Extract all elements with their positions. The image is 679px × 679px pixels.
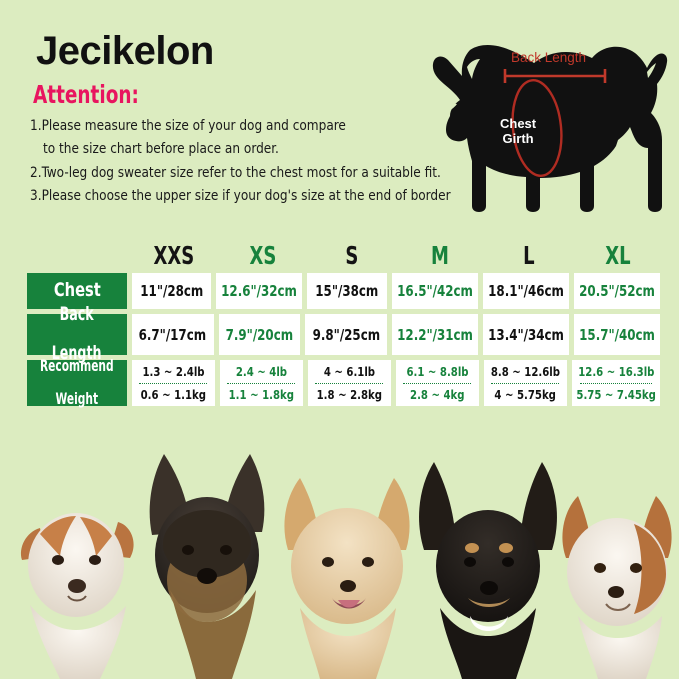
dog-photo-strip [0,440,679,679]
chest-value-m-text: 16.5"/42cm [396,282,473,300]
row-label-back-length: Back Length [27,304,127,363]
weight-lb-l: 8.8 ~ 12.6lb [490,364,560,380]
brand-title: Jecikelon [36,29,214,73]
weight-lb-m: 6.1 ~ 8.8lb [406,364,469,380]
back-value-xs-text: 7.9"/20cm [225,325,294,344]
back-value-l: 13.4"/34cm [482,314,569,355]
back-length-measure-bar [503,69,607,83]
size-header-xl: XL [605,241,631,270]
back-value-s-text: 9.8"/25cm [312,325,380,344]
chest-value-xs: 12.6"/32cm [216,273,303,309]
weight-cell-l: 8.8 ~ 12.6lb 4 ~ 5.75kg [483,360,567,406]
attention-note-1: 1.Please measure the size of your dog an… [30,118,346,134]
row-label-recommend-weight: Recommend Weight [27,355,127,409]
back-value-xl-text: 15.7"/40cm [579,325,655,344]
weight-cell-m: 6.1 ~ 8.8lb 2.8 ~ 4kg [395,360,479,406]
weight-cell-xxs: 1.3 ~ 2.4lb 0.6 ~ 1.1kg [132,360,215,406]
row-label-back-line2: Length [52,342,102,365]
weight-lb-xs: 2.4 ~ 4lb [235,364,288,380]
back-value-m-text: 12.2"/31cm [396,325,473,344]
back-value-xs: 7.9"/20cm [218,314,301,355]
dog-photo-1 [20,513,134,679]
back-value-xxs-text: 6.7"/17cm [139,325,207,344]
back-value-xxs: 6.7"/17cm [132,314,214,355]
weight-divider [315,382,384,384]
dog-photos-illustration [0,440,679,679]
chest-value-xl-text: 20.5"/52cm [579,282,655,300]
dog-photo-2 [149,454,265,679]
weight-divider [227,382,296,384]
back-value-xl: 15.7"/40cm [573,314,661,355]
attention-note-3: 3.Please choose the upper size if your d… [30,188,451,205]
size-header-m: M [431,241,450,270]
dog-photo-3 [284,478,410,679]
weight-divider [139,382,208,384]
weight-kg-xs: 1.1 ~ 1.8kg [228,386,295,402]
size-header-l: L [523,241,535,270]
size-table: XXS XS S M L XL Chest 11"/28cm 12.6"/32c… [27,231,661,409]
chest-girth-label: Chest Girth [500,116,537,147]
attention-heading: Attention: [33,80,139,109]
row-label-chest-text: Chest [53,279,101,302]
chest-value-xs-text: 12.6"/32cm [221,282,298,300]
chest-value-s: 15"/38cm [307,273,387,309]
table-header-row: XXS XS S M L XL [27,231,660,268]
size-header-xxs: XXS [153,241,195,270]
chest-value-xxs-text: 11"/28cm [140,282,204,300]
weight-cell-xl: 12.6 ~ 16.3lb 5.75 ~ 7.45kg [571,360,660,406]
measurement-diagram: Back Length Chest Girth [404,20,672,220]
weight-divider [579,382,653,384]
dog-photo-5 [562,496,672,679]
weight-lb-xl: 12.6 ~ 16.3lb [577,364,654,380]
size-header-s: S [345,241,359,270]
weight-divider [491,382,560,384]
weight-lb-xxs: 1.3 ~ 2.4lb [142,364,205,380]
row-label-weight-line2: Weight [55,389,99,409]
attention-notes: 1.Please measure the size of your dog an… [30,115,500,209]
chest-value-l: 18.1"/46cm [482,273,569,309]
chest-value-l-text: 18.1"/46cm [487,282,564,300]
back-length-label: Back Length [511,50,587,65]
chest-value-s-text: 15"/38cm [315,282,379,300]
weight-cell-s: 4 ~ 6.1lb 1.8 ~ 2.8kg [307,360,391,406]
row-label-weight-text: Recommend Weight [34,355,120,409]
chest-value-m: 16.5"/42cm [391,273,478,309]
chest-value-xxs: 11"/28cm [132,273,212,309]
size-header-xs: XS [249,241,277,270]
chest-girth-label-line2: Girth [502,130,534,146]
row-label-back-line1: Back [59,302,95,325]
dog-photo-4 [419,462,557,679]
header-spacer [27,231,127,268]
attention-note-2: 2.Two-leg dog sweater size refer to the … [30,164,441,181]
row-label-weight-line1: Recommend [40,355,114,375]
row-label-back-length-text: Back Length [48,302,106,365]
dog-silhouette-icon [432,45,668,212]
chest-value-xl: 20.5"/52cm [573,273,660,309]
weight-divider [403,382,472,384]
row-label-chest: Chest [27,273,127,309]
attention-note-1-cont: to the size chart before place an order. [43,141,279,158]
chest-girth-ellipse [511,78,563,178]
weight-kg-m: 2.8 ~ 4kg [410,386,465,402]
back-value-l-text: 13.4"/34cm [487,325,564,344]
table-row-recommend-weight: Recommend Weight 1.3 ~ 2.4lb 0.6 ~ 1.1kg… [27,355,660,409]
weight-lb-s: 4 ~ 6.1lb [323,364,375,380]
back-value-s: 9.8"/25cm [305,314,387,355]
weight-kg-l: 4 ~ 5.75kg [494,386,556,402]
weight-kg-xl: 5.75 ~ 7.45kg [576,386,656,402]
chest-girth-label-line1: Chest [500,116,537,131]
back-value-m: 12.2"/31cm [391,314,478,355]
weight-cell-xs: 2.4 ~ 4lb 1.1 ~ 1.8kg [219,360,303,406]
weight-kg-s: 1.8 ~ 2.8kg [316,386,383,402]
table-row-chest: Chest 11"/28cm 12.6"/32cm 15"/38cm 16.5"… [27,273,660,309]
weight-kg-xxs: 0.6 ~ 1.1kg [140,386,207,402]
table-row-back-length: Back Length 6.7"/17cm 7.9"/20cm 9.8"/25c… [27,304,661,363]
